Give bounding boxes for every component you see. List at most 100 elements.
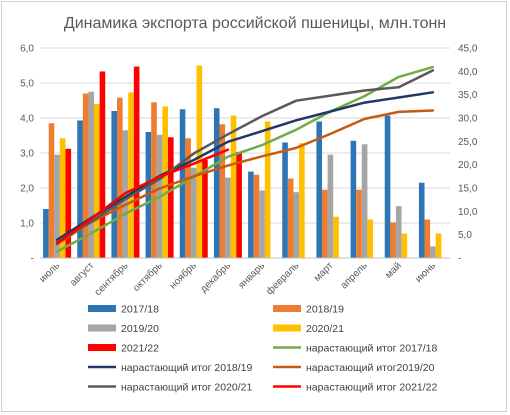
bar-2021-22 <box>65 148 72 258</box>
legend-item: нарастающий итог 2018/19 <box>88 362 253 374</box>
bar-2018-19 <box>219 124 226 258</box>
legend-label: 2021/22 <box>121 343 159 355</box>
y-right-tick-label: - <box>458 254 461 265</box>
y-left-tick-label: 4,0 <box>20 114 34 125</box>
bar-2017-18 <box>418 182 425 258</box>
cumulative-line-0 <box>55 65 435 253</box>
bar-2018-19 <box>356 189 362 258</box>
bar-2018-19 <box>253 174 260 258</box>
bar-2019-20 <box>259 190 265 258</box>
y-right-tick-label: 35,0 <box>458 90 478 101</box>
bar-2017-18 <box>213 108 220 258</box>
bar-2020-21 <box>435 233 442 258</box>
legend-item: нарастающий итог 2020/21 <box>88 382 253 394</box>
legend-item: нарастающий итог 2017/18 <box>273 343 438 355</box>
legend-label: нарастающий итог 2021/22 <box>306 382 438 394</box>
x-tick-label: январь <box>236 260 267 291</box>
legend-label: нарастающий итог2019/20 <box>306 362 435 374</box>
cumulative-line-3 <box>55 69 435 244</box>
x-tick-label: август <box>68 260 97 289</box>
bar-2019-20 <box>395 206 402 258</box>
bar-2017-18 <box>384 115 391 258</box>
x-tick-label: декабрь <box>198 260 233 295</box>
y-left-tick-label: - <box>31 254 34 265</box>
bar-2020-21 <box>162 106 168 258</box>
bar-2019-20 <box>225 177 231 258</box>
legend-item: 2021/22 <box>88 343 159 355</box>
bar-2018-19 <box>185 138 191 258</box>
bar-2019-20 <box>88 91 95 258</box>
legend-label: нарастающий итог 2020/21 <box>121 382 253 394</box>
bar-2020-21 <box>94 104 100 258</box>
y-right-tick-label: 45,0 <box>458 44 478 55</box>
bar-2020-21 <box>333 216 339 258</box>
y-right-tick-label: 25,0 <box>458 137 478 148</box>
y-right-tick-label: 10,0 <box>458 207 478 218</box>
x-tick-label: июнь <box>413 260 438 285</box>
y-left-tick-label: 3,0 <box>20 149 34 160</box>
bar-2021-22 <box>167 137 174 258</box>
x-tick-label: февраль <box>264 260 302 298</box>
x-tick-label: март <box>312 260 336 284</box>
legend: 2017/18 2018/19 2019/20 2020/21 2021/22 нарас… <box>88 304 438 394</box>
legend-swatch <box>88 324 116 332</box>
bar-2020-21 <box>230 115 237 258</box>
x-tick-label: октябрь <box>130 260 164 294</box>
bar-2017-18 <box>350 140 357 258</box>
bar-2017-18 <box>282 142 288 258</box>
cumulative-lines <box>55 65 435 253</box>
bar-2021-22 <box>133 66 140 258</box>
y-left-tick-label: 1,0 <box>20 219 34 230</box>
y-left-tick-label: 2,0 <box>20 184 34 195</box>
legend-label: нарастающий итог 2017/18 <box>306 343 438 355</box>
bar-2017-18 <box>248 171 254 258</box>
bar-2017-18 <box>316 121 323 258</box>
y-right-tick-label: 30,0 <box>458 114 478 125</box>
legend-swatch <box>88 305 116 312</box>
bar-2021-22 <box>202 160 208 258</box>
y-left-tick-label: 6,0 <box>20 44 34 55</box>
legend-label: 2020/21 <box>306 323 344 335</box>
bar-2019-20 <box>327 154 334 258</box>
bar-2017-18 <box>111 111 118 258</box>
x-tick-label: сентябрь <box>92 260 131 299</box>
bar-2020-21 <box>401 233 408 258</box>
legend-label: 2017/18 <box>121 304 159 316</box>
y-right-tick-label: 20,0 <box>458 160 478 171</box>
bar-2019-20 <box>54 154 60 258</box>
legend-item: 2017/18 <box>88 304 159 316</box>
legend-label: 2019/20 <box>121 323 159 335</box>
cumulative-line-2 <box>55 109 435 246</box>
legend-label: нарастающий итог 2018/19 <box>121 362 253 374</box>
x-tick-label: июль <box>38 260 63 285</box>
bar-2018-19 <box>287 178 294 258</box>
cumulative-line-4 <box>55 148 230 245</box>
bar-2021-22 <box>99 71 106 258</box>
bar-2017-18 <box>77 120 83 258</box>
bar-2019-20 <box>190 167 197 258</box>
x-tick-label: апрель <box>339 260 370 291</box>
legend-item: 2019/20 <box>88 323 159 335</box>
legend-item: 2018/19 <box>273 304 344 316</box>
bar-2021-22 <box>236 151 242 258</box>
bar-2018-19 <box>48 123 55 258</box>
bar-2019-20 <box>430 246 436 258</box>
bar-2018-19 <box>390 222 396 258</box>
bar-2019-20 <box>293 192 300 258</box>
bar-2017-18 <box>43 209 49 258</box>
bar-2020-21 <box>59 138 66 258</box>
x-tick-label: май <box>383 260 404 281</box>
bar-2018-19 <box>424 219 431 258</box>
y-right-tick-label: 40,0 <box>458 67 478 78</box>
bar-2020-21 <box>299 143 305 258</box>
x-tick-label: ноябрь <box>167 260 199 292</box>
legend-swatch <box>273 305 301 312</box>
y-left-tick-label: 5,0 <box>20 79 34 90</box>
legend-item: 2020/21 <box>273 323 344 335</box>
bar-2018-19 <box>82 93 89 258</box>
bar-2020-21 <box>367 219 373 258</box>
legend-item: нарастающий итог 2021/22 <box>273 382 438 394</box>
bar-2018-19 <box>117 97 123 258</box>
legend-swatch <box>273 324 301 332</box>
